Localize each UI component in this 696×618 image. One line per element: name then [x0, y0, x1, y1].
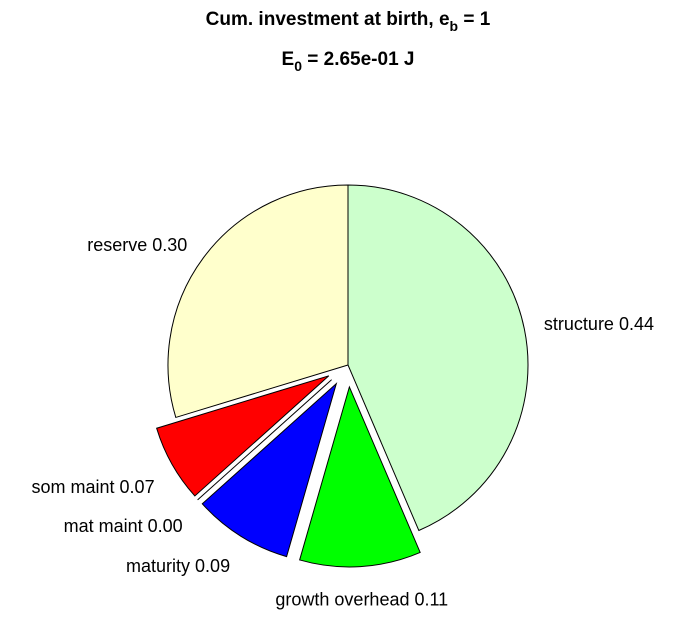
slice-name: maturity: [126, 556, 190, 576]
pie-slice: [156, 375, 330, 497]
slice-label: mat maint 0.00: [64, 516, 183, 536]
slice-value-label: 0.09: [195, 556, 230, 576]
pie-slice: [201, 382, 338, 558]
chart-title: Cum. investment at birth, eb = 1: [206, 9, 491, 34]
slice-label: structure 0.44: [544, 314, 654, 334]
slice-label: som maint 0.07: [32, 477, 155, 497]
slice-value-label: 0.30: [152, 235, 187, 255]
slice-label: reserve 0.30: [87, 235, 187, 255]
slice-name: growth overhead: [275, 589, 409, 609]
slice-label: maturity 0.09: [126, 556, 230, 576]
pie-slice: [347, 184, 529, 532]
pie-slice: [197, 379, 332, 501]
slice-name: structure: [544, 314, 614, 334]
slice-value-label: 0.44: [619, 314, 654, 334]
slice-name: som maint: [32, 477, 115, 497]
chart-subtitle: E0 = 2.65e-01 J: [282, 49, 415, 74]
slice-value-label: 0.11: [415, 589, 449, 609]
slice-label: growth overhead 0.11: [275, 589, 448, 609]
slice-name: reserve: [87, 235, 147, 255]
pie-slice: [167, 184, 349, 419]
pie-slice: [299, 385, 421, 568]
slice-value-label: 0.00: [148, 516, 183, 536]
slice-name: mat maint: [64, 516, 143, 536]
slice-value-label: 0.07: [120, 477, 155, 497]
